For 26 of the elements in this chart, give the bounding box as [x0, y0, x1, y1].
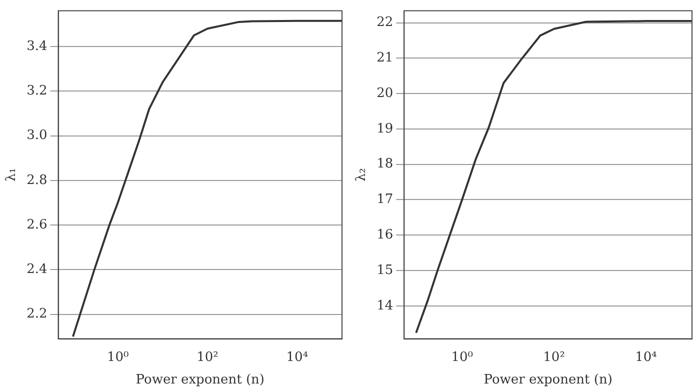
x-tick-label: 10²: [196, 350, 218, 365]
y-tick-label: 21: [376, 50, 394, 66]
x-tick-label: 10²: [543, 350, 565, 365]
y-tick-label: 2.4: [26, 262, 48, 278]
x-tick-label: 10⁴: [286, 350, 308, 365]
x-tick-label: 10⁰: [451, 350, 473, 365]
y-tick-label: 19: [376, 121, 394, 136]
y-tick-label: 2.8: [26, 172, 48, 188]
y-axis-title: λ₂: [354, 168, 370, 182]
x-axis-title: Power exponent (n): [484, 372, 612, 388]
y-tick-label: 20: [376, 86, 394, 101]
y-tick-label: 3.4: [26, 38, 48, 54]
y-tick-label: 15: [376, 262, 394, 278]
x-axis-title: Power exponent (n): [136, 372, 264, 388]
y-tick-label: 22: [376, 15, 394, 30]
y-tick-label: 18: [376, 156, 394, 172]
y-tick-label: 17: [376, 192, 394, 208]
y-tick-label: 3.0: [26, 128, 48, 144]
y-axis-title: λ₁: [4, 168, 20, 182]
y-tick-label: 16: [376, 228, 394, 243]
y-tick-label: 3.2: [26, 84, 48, 98]
x-tick-label: 10⁴: [635, 350, 657, 365]
y-tick-label: 2.6: [26, 217, 48, 232]
x-tick-label: 10⁰: [106, 350, 129, 365]
y-tick-label: 14: [376, 298, 394, 314]
y-tick-label: 2.2: [26, 306, 48, 322]
